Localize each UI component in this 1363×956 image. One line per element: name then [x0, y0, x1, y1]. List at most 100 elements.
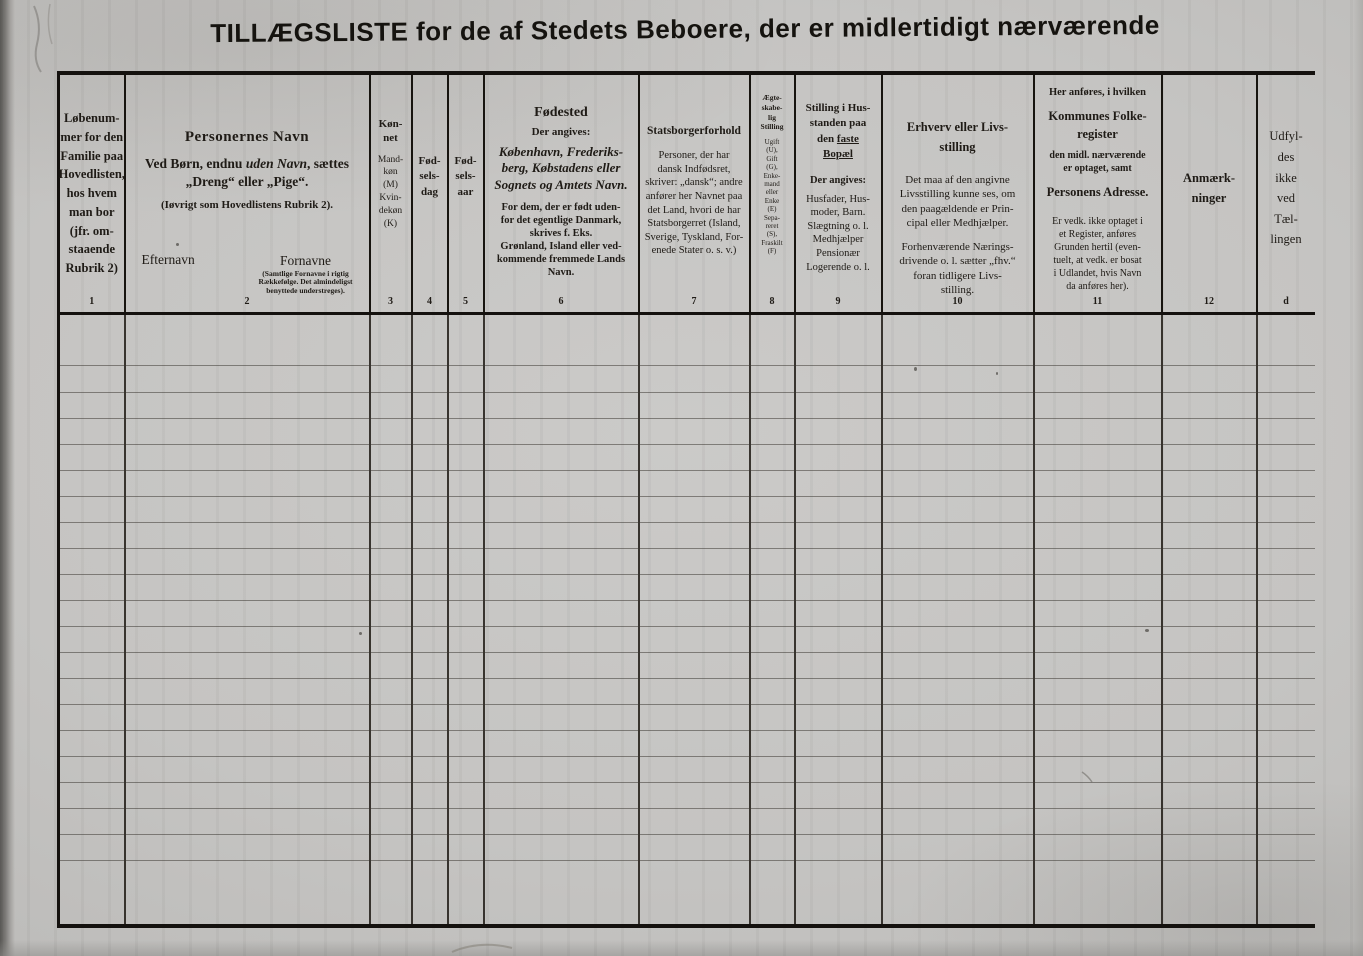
table-cell — [638, 365, 751, 393]
table-cell — [369, 808, 413, 836]
header-text: For dem, der er født uden- for det egent… — [496, 201, 626, 279]
table-cell — [881, 626, 1035, 653]
header-text: Ugift (U), Gift (G), Enke- mand eller En… — [761, 138, 783, 256]
table-cell — [58, 626, 126, 653]
header-subheading: Der angives: — [531, 126, 591, 138]
table-cell — [483, 808, 640, 836]
column-number: 10 — [952, 296, 963, 308]
table-cell — [124, 704, 371, 732]
header-text: Personer, der har dansk Indfødsret, skri… — [644, 150, 744, 257]
table-cell — [411, 392, 449, 419]
table-cell — [749, 365, 796, 393]
table-cell — [638, 392, 751, 419]
header-heading: Fød- sels- dag — [418, 155, 441, 198]
table-row — [58, 704, 1315, 732]
table-cell — [411, 704, 449, 732]
table-cell — [749, 548, 796, 575]
column-header-foedselsaar: Fød- sels- aar 5 — [447, 73, 485, 316]
table-cell — [124, 626, 371, 653]
table-cell — [749, 600, 796, 627]
table-cell — [1161, 313, 1258, 367]
table-cell — [124, 418, 371, 445]
table-cell — [58, 678, 126, 706]
table-cell — [369, 392, 413, 419]
table-cell — [749, 626, 796, 653]
column-number: 1 — [89, 296, 95, 308]
table-cell — [1256, 574, 1315, 601]
table-cell — [638, 470, 751, 497]
table-cell — [638, 704, 751, 732]
column-number: 2 — [244, 296, 250, 308]
table-cell — [369, 730, 413, 758]
table-cell — [411, 365, 449, 393]
table-cell — [881, 418, 1035, 445]
table-cell — [881, 652, 1035, 680]
table-cell — [1033, 392, 1163, 419]
table-cell — [411, 600, 449, 627]
table-cell — [1033, 626, 1163, 653]
table-row — [58, 756, 1315, 784]
scan-edge-bottom — [0, 940, 1363, 956]
table-cell — [483, 652, 640, 680]
table-row — [58, 313, 1315, 367]
table-cell — [447, 418, 485, 445]
table-cell — [794, 730, 883, 758]
table-cell — [483, 548, 640, 575]
table-cell — [411, 522, 449, 549]
table-cell — [749, 652, 796, 680]
table-cell — [1256, 834, 1315, 862]
table-cell — [447, 313, 485, 367]
table-cell — [411, 782, 449, 810]
table-cell — [483, 782, 640, 810]
table-cell — [638, 522, 751, 549]
table-cell — [1256, 704, 1315, 732]
table-cell — [1161, 574, 1258, 601]
table-cell — [794, 496, 883, 523]
header-heading: Personens Adresse. — [1046, 185, 1149, 200]
table-cell — [881, 808, 1035, 836]
table-cell — [638, 756, 751, 784]
table-cell — [58, 756, 126, 784]
header-text: Mand- køn (M) Kvin- dekøn (K) — [377, 154, 404, 229]
table-cell — [447, 860, 485, 927]
table-cell — [124, 444, 371, 471]
column-number: 8 — [769, 296, 775, 308]
table-cell — [483, 756, 640, 784]
table-cell — [1161, 730, 1258, 758]
table-cell — [58, 496, 126, 523]
table-row — [58, 392, 1315, 419]
table-cell — [794, 782, 883, 810]
scan-speck — [176, 243, 179, 246]
table-cell — [58, 600, 126, 627]
table-header: Løbenum- mer for den Familie paa Hovedli… — [58, 73, 1315, 316]
column-header-anmaerkninger: Anmærk- ninger 12 — [1161, 73, 1258, 316]
table-cell — [638, 678, 751, 706]
table-cell — [124, 782, 371, 810]
column-number: 7 — [691, 296, 697, 308]
table-cell — [1161, 704, 1258, 732]
table-cell — [369, 782, 413, 810]
table-cell — [483, 470, 640, 497]
table-cell — [124, 392, 371, 419]
header-text: Løbenum- mer for den Familie paa Hovedli… — [58, 111, 125, 275]
table-cell — [411, 470, 449, 497]
table-cell — [1033, 418, 1163, 445]
table-cell — [1256, 522, 1315, 549]
table-cell — [58, 704, 126, 732]
table-row — [58, 444, 1315, 471]
table-cell — [58, 365, 126, 393]
table-cell — [1033, 496, 1163, 523]
column-number: 9 — [835, 296, 841, 308]
table-cell — [369, 652, 413, 680]
table-cell — [881, 392, 1035, 419]
efternavn-label: Efternavn — [141, 251, 195, 267]
header-subheading: Der angives: — [809, 174, 867, 186]
table-cell — [794, 834, 883, 862]
header-text: Forhenværende Nærings- drivende o. l. sæ… — [899, 241, 1016, 297]
table-cell — [794, 860, 883, 927]
table-cell — [794, 365, 883, 393]
table-cell — [1033, 730, 1163, 758]
table-cell — [447, 522, 485, 549]
table-cell — [1033, 808, 1163, 836]
